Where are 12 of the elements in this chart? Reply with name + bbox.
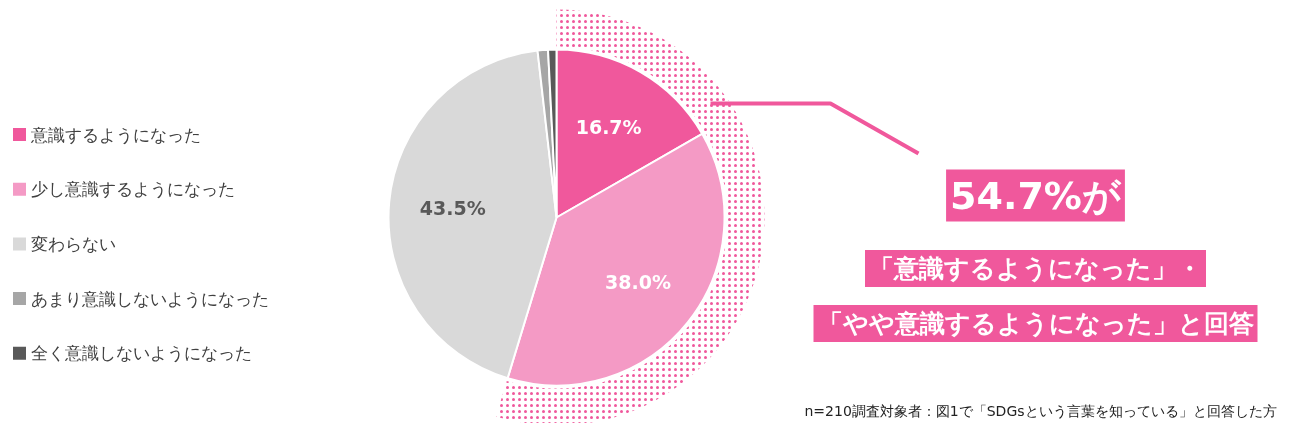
text: 54.7%が [950,173,1122,218]
data-label: 16.7% [575,116,642,139]
text: n=210調査対象者：図1で「SDGsという言葉を知っている」と回答した方 [804,402,1277,419]
data-label: 43.5% [419,197,486,220]
legend-label: 変わらない [30,233,116,254]
legend-label: あまり意識しないようになった [30,288,269,309]
text: 「やや意識するようになった」と回答 [817,309,1254,338]
legend-label: 全く意識しないようになった [30,343,252,364]
legend-label: 意識するようになった [29,124,201,145]
data-label: 38.0% [605,271,671,294]
legend-label: 少し意識するようになった [30,179,235,200]
text: 「意識するようになった」・ [869,254,1202,283]
